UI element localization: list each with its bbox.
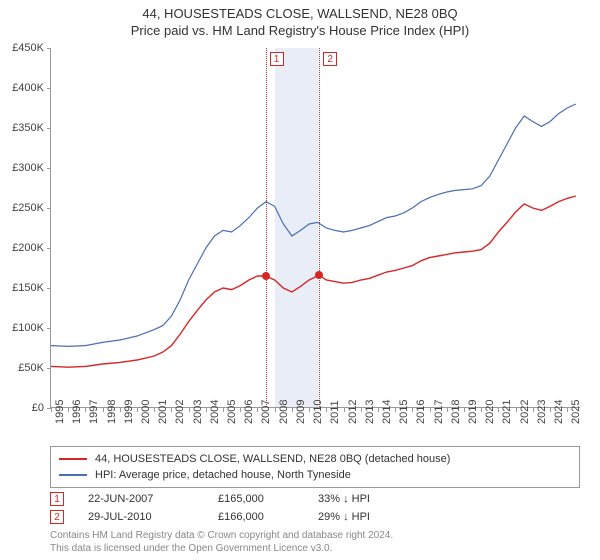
- x-axis-label: 2011: [329, 400, 341, 424]
- series-hpi: [51, 104, 576, 346]
- event-diff: 29% ↓ HPI: [318, 511, 438, 523]
- x-axis-label: 2022: [519, 400, 531, 424]
- x-axis-label: 2018: [450, 400, 462, 424]
- event-price: £166,000: [218, 511, 318, 523]
- y-axis-label: £250K: [0, 202, 44, 214]
- legend: 44, HOUSESTEADS CLOSE, WALLSEND, NE28 0B…: [50, 446, 580, 488]
- x-axis-label: 2021: [501, 400, 513, 424]
- chart-title: 44, HOUSESTEADS CLOSE, WALLSEND, NE28 0B…: [0, 6, 600, 21]
- event-row: 2 29-JUL-2010£166,00029% ↓ HPI: [50, 508, 580, 526]
- line-plot-svg: [51, 48, 581, 408]
- legend-label: 44, HOUSESTEADS CLOSE, WALLSEND, NE28 0B…: [95, 453, 450, 465]
- x-axis-label: 2017: [433, 400, 445, 424]
- x-axis-label: 2023: [536, 400, 548, 424]
- footer-line: This data is licensed under the Open Gov…: [50, 543, 393, 556]
- x-axis-label: 2005: [226, 400, 238, 424]
- x-axis-label: 2025: [570, 400, 582, 424]
- x-axis-label: 2002: [174, 400, 186, 424]
- x-axis-label: 1995: [54, 400, 66, 424]
- event-badge: 1: [270, 52, 284, 66]
- y-axis-label: £400K: [0, 82, 44, 94]
- x-axis-label: 2006: [243, 400, 255, 424]
- x-axis-label: 2007: [260, 400, 272, 424]
- legend-swatch: [59, 458, 87, 460]
- x-axis-label: 1999: [123, 400, 135, 424]
- legend-swatch: [59, 474, 87, 476]
- y-axis-label: £150K: [0, 282, 44, 294]
- x-axis-label: 2003: [192, 400, 204, 424]
- event-number-badge: 1: [50, 492, 64, 506]
- footer-attribution: Contains HM Land Registry data © Crown c…: [50, 530, 393, 555]
- x-axis-label: 2001: [157, 400, 169, 424]
- x-axis-label: 2010: [312, 400, 324, 424]
- event-price: £165,000: [218, 493, 318, 505]
- x-axis-label: 2024: [553, 400, 565, 424]
- x-axis-label: 1998: [106, 400, 118, 424]
- x-axis-label: 2014: [381, 400, 393, 424]
- y-axis-label: £200K: [0, 242, 44, 254]
- y-axis-label: £100K: [0, 322, 44, 334]
- x-axis-label: 2008: [278, 400, 290, 424]
- event-number-badge: 2: [50, 510, 64, 524]
- x-axis-label: 2020: [484, 400, 496, 424]
- sale-marker: [262, 272, 270, 280]
- title-block: 44, HOUSESTEADS CLOSE, WALLSEND, NE28 0B…: [0, 0, 600, 38]
- chart-area: 12 £0£50K£100K£150K£200K£250K£300K£350K£…: [50, 48, 580, 408]
- y-axis-label: £350K: [0, 122, 44, 134]
- plot-region: 12: [50, 48, 580, 408]
- y-axis-label: £450K: [0, 42, 44, 54]
- x-axis-label: 2019: [467, 400, 479, 424]
- chart-container: 44, HOUSESTEADS CLOSE, WALLSEND, NE28 0B…: [0, 0, 600, 560]
- chart-subtitle: Price paid vs. HM Land Registry's House …: [0, 21, 600, 38]
- event-row: 1 22-JUN-2007£165,00033% ↓ HPI: [50, 490, 580, 508]
- x-axis-label: 2009: [295, 400, 307, 424]
- event-date: 29-JUL-2010: [88, 511, 218, 523]
- x-axis-label: 2004: [209, 400, 221, 424]
- footer-line: Contains HM Land Registry data © Crown c…: [50, 530, 393, 543]
- sale-marker: [315, 271, 323, 279]
- x-axis-label: 1996: [71, 400, 83, 424]
- series-property: [51, 196, 576, 367]
- legend-label: HPI: Average price, detached house, Nort…: [95, 469, 351, 481]
- x-axis-label: 2000: [140, 400, 152, 424]
- x-axis-label: 2012: [347, 400, 359, 424]
- x-axis-label: 2015: [398, 400, 410, 424]
- x-axis-label: 1997: [88, 400, 100, 424]
- legend-item: HPI: Average price, detached house, Nort…: [59, 467, 571, 483]
- events-table: 1 22-JUN-2007£165,00033% ↓ HPI 2 29-JUL-201…: [50, 490, 580, 526]
- y-axis-label: £0: [0, 402, 44, 414]
- event-diff: 33% ↓ HPI: [318, 493, 438, 505]
- event-date: 22-JUN-2007: [88, 493, 218, 505]
- x-axis-label: 2013: [364, 400, 376, 424]
- legend-item: 44, HOUSESTEADS CLOSE, WALLSEND, NE28 0B…: [59, 451, 571, 467]
- y-axis-label: £50K: [0, 362, 44, 374]
- y-axis-label: £300K: [0, 162, 44, 174]
- x-axis-label: 2016: [415, 400, 427, 424]
- event-badge: 2: [323, 52, 337, 66]
